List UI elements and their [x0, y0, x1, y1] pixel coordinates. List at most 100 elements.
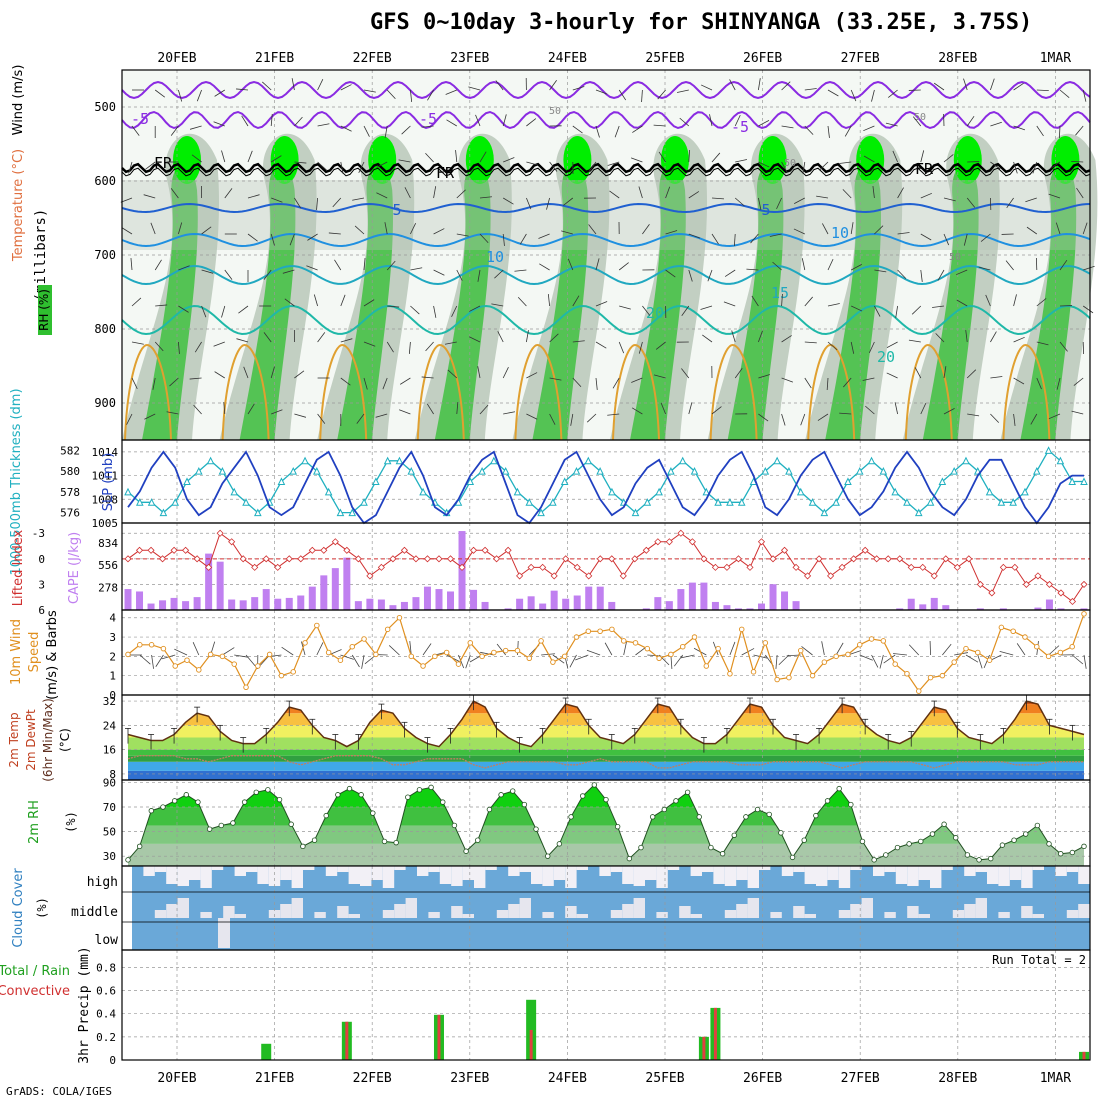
- wind-speed-point: [738, 626, 745, 633]
- wind-barb: [317, 332, 326, 343]
- surface-wind-barb: [480, 651, 494, 656]
- wind-barb: [567, 258, 574, 271]
- cloud-high-gap: [451, 866, 463, 886]
- wind-speed-point: [526, 655, 533, 662]
- li-point: [804, 572, 812, 580]
- rh-shading-green: [142, 164, 198, 441]
- cape-bar: [781, 591, 789, 610]
- li-tick-label: -3: [32, 527, 45, 540]
- rh-point: [754, 806, 761, 813]
- surface-wind-barb: [835, 642, 844, 656]
- wind-speed-point: [679, 643, 686, 650]
- wind-barb: [444, 341, 457, 345]
- rh-point: [300, 843, 306, 850]
- wind-barb: [676, 89, 689, 93]
- wind-speed-point: [727, 671, 733, 677]
- wind-barb: [526, 197, 532, 210]
- thickness-point: [1080, 477, 1088, 485]
- contour-label: 50: [914, 112, 926, 123]
- cape-bar: [942, 605, 950, 610]
- rh-point: [393, 839, 399, 846]
- thickness-point: [289, 467, 298, 475]
- rh-point: [463, 848, 469, 854]
- wind-barb: [618, 262, 629, 271]
- precip-convective-bar: [1082, 1051, 1086, 1060]
- li-point: [412, 555, 420, 563]
- wind-barb: [595, 89, 608, 95]
- contour-temp-25: [319, 343, 368, 441]
- li-point: [366, 572, 374, 580]
- wind-barb: [750, 233, 759, 244]
- li-point: [585, 572, 593, 580]
- rh-shading-green: [630, 164, 686, 441]
- wind-barb: [193, 404, 202, 415]
- li-tick-label: 3: [38, 578, 45, 591]
- rh-shading-green: [825, 164, 881, 441]
- wind-barb: [894, 402, 898, 415]
- cape-bar: [734, 608, 742, 610]
- cape-bar: [642, 608, 650, 610]
- cape-bar: [516, 598, 524, 610]
- cape-bar: [124, 589, 132, 610]
- cape-bar: [1034, 607, 1042, 610]
- wind-barb: [769, 233, 782, 237]
- rh-point: [661, 806, 667, 813]
- wind-barb: [247, 403, 255, 415]
- wind-barb: [1013, 125, 1026, 131]
- thickness-tick-label: 576: [60, 507, 80, 520]
- wind-barb: [130, 258, 133, 271]
- wind-barb: [214, 371, 226, 379]
- wind-barb: [155, 304, 168, 307]
- thickness-tick-label: 580: [60, 465, 80, 478]
- wind-barb: [638, 186, 643, 199]
- cloud-high-gap: [360, 866, 372, 886]
- wind-barb: [897, 269, 907, 279]
- wind-speed-point: [207, 651, 214, 658]
- wind-barb: [1076, 187, 1084, 199]
- rh-point: [813, 812, 819, 819]
- wind-barb: [282, 269, 295, 274]
- wind-speed-point: [833, 653, 839, 660]
- thickness-point: [1009, 498, 1017, 506]
- footer-credit: GrADS: COLA/IGES: [6, 1085, 112, 1098]
- rh2m-unit-label: (%): [64, 811, 78, 833]
- wind-barb: [897, 232, 910, 235]
- wind-barb: [1036, 89, 1049, 92]
- wind-barb: [291, 78, 295, 91]
- wind-speed-point: [620, 638, 627, 644]
- rh-point: [929, 831, 936, 837]
- cloud-high-gap: [394, 866, 406, 870]
- rh-point: [510, 788, 516, 794]
- li-point: [838, 563, 846, 571]
- wind-barb: [144, 413, 156, 420]
- wind-barb: [735, 159, 748, 163]
- wind-barb: [588, 224, 597, 235]
- date-label-top: 25FEB: [645, 51, 684, 66]
- cloud-high-gap: [736, 866, 748, 880]
- cape-bar: [481, 601, 489, 610]
- precip-run-total: Run Total = 2: [992, 953, 1086, 967]
- wind-speed-point: [868, 636, 875, 642]
- temp-color-band: [128, 701, 1084, 705]
- surface-wind-barb: [575, 654, 589, 661]
- wind-barb: [426, 403, 434, 415]
- wind-barb: [688, 269, 693, 282]
- wind-barb: [166, 411, 179, 415]
- wind-speed-line: [127, 613, 1085, 693]
- li-point: [642, 546, 650, 554]
- rh-point: [1057, 851, 1064, 857]
- surface-wind-barb: [586, 649, 601, 656]
- cloud-high-gap: [268, 866, 281, 886]
- date-label-bottom: 23FEB: [450, 1071, 489, 1086]
- cloud-middle-gap: [1078, 904, 1090, 918]
- wind-barb: [340, 377, 351, 386]
- cloud-level-label: high: [87, 875, 118, 890]
- precip-total-label: Total / Rain: [0, 964, 70, 979]
- cloud-high-gap: [1055, 866, 1067, 876]
- li-point: [158, 555, 167, 563]
- chart-title: GFS 0~10day 3-hourly for SHINYANGA (33.2…: [370, 10, 1033, 35]
- rh-tick-label: 70: [103, 801, 116, 814]
- wind-speed-point: [845, 651, 851, 658]
- wind-barb: [363, 299, 375, 307]
- wind-barb: [294, 161, 307, 164]
